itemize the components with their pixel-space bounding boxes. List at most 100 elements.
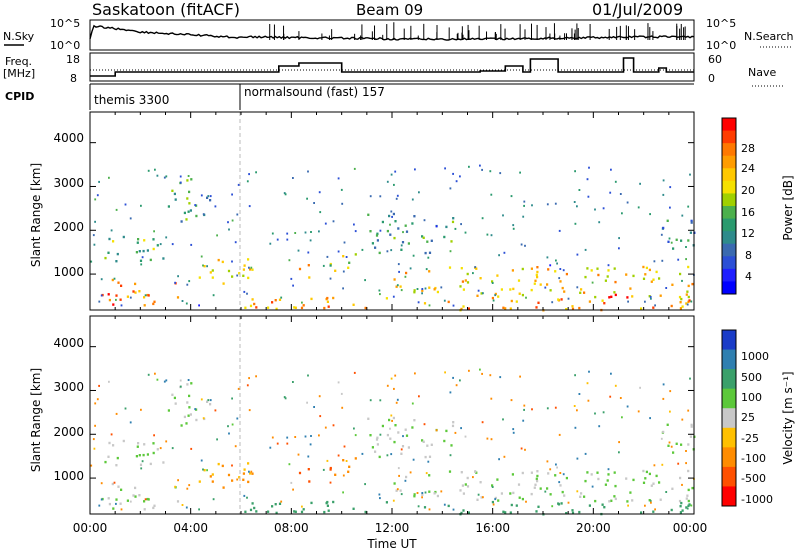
power-cell — [481, 168, 483, 171]
velocity-cell — [174, 402, 177, 405]
velocity-cell — [502, 510, 505, 513]
power-cell — [376, 239, 379, 242]
power-cell — [650, 297, 652, 300]
power-cell — [555, 259, 557, 262]
power-cell — [598, 221, 601, 224]
noise-sky-trace — [89, 24, 695, 41]
power-cell — [397, 227, 400, 230]
velocity-cell — [574, 374, 576, 377]
power-cell — [113, 277, 116, 280]
velocity-cell — [648, 472, 651, 476]
power-cell — [632, 274, 635, 278]
velocity-cell — [300, 510, 304, 514]
velocity-cell — [249, 472, 252, 475]
power-cell — [452, 304, 455, 307]
power-cell — [644, 300, 646, 303]
freq-right-tick-top: 60 — [708, 53, 722, 66]
power-cell — [559, 280, 562, 283]
velocity-cell — [677, 462, 680, 465]
power-cell — [381, 220, 384, 224]
power-cell — [490, 193, 493, 196]
power-cell — [460, 223, 462, 226]
noise-panel: N.Sky 10^5 10^0 N.Search 10^5 10^0 — [3, 17, 794, 52]
velocity-cell — [689, 377, 691, 380]
power-cell — [685, 246, 687, 248]
velocity-cell — [108, 380, 110, 383]
power-cell — [129, 217, 132, 220]
velocity-cell — [423, 506, 427, 509]
velocity-cell — [143, 443, 146, 446]
velocity-cell — [348, 465, 351, 468]
power-cell — [497, 295, 500, 298]
velocity-cell — [455, 384, 458, 387]
power-cell — [502, 306, 505, 309]
velocity-cell — [521, 471, 524, 475]
power-cell — [395, 197, 398, 200]
velocity-cell — [613, 495, 616, 498]
power-cell — [687, 300, 690, 303]
velocity-cell — [428, 508, 431, 511]
power-cell — [418, 191, 420, 194]
power-cell — [443, 235, 446, 239]
power-cell — [462, 288, 465, 291]
power-cell — [187, 175, 190, 177]
power-cell — [426, 240, 429, 243]
power-cell — [379, 195, 382, 198]
velocity-cell — [608, 500, 611, 503]
freq-left-label-line1: Freq. — [5, 55, 32, 68]
velocity-cell — [679, 505, 682, 508]
velocity-cell — [398, 474, 400, 477]
velocity-cell — [665, 491, 668, 493]
velocity-cell — [687, 504, 690, 507]
power-cell — [494, 294, 497, 297]
xtick-4: 04:00 — [173, 521, 208, 535]
velocity-cell — [310, 435, 312, 437]
velocity-cell — [685, 506, 688, 509]
velocity-cell — [603, 506, 606, 509]
velocity-cell — [466, 485, 470, 488]
power-cell — [642, 277, 646, 280]
power-cell — [614, 280, 617, 284]
velocity-cell — [253, 506, 256, 510]
power-cell — [512, 227, 515, 230]
power-cell — [459, 285, 462, 288]
power-cell — [198, 304, 200, 307]
power-cell — [243, 264, 246, 267]
velocity-cell — [271, 436, 274, 439]
velocity-cell — [424, 455, 427, 459]
velocity-cell — [290, 481, 293, 484]
power-cell — [188, 202, 191, 205]
power-cell — [574, 170, 576, 173]
velocity-cell — [602, 411, 605, 414]
power-cell — [621, 212, 623, 215]
velocity-cell — [298, 471, 302, 475]
velocity-cell — [294, 510, 297, 513]
velocity-cell — [378, 493, 381, 496]
power-cell — [396, 194, 399, 197]
velocity-cell — [401, 445, 405, 448]
velocity-cell — [631, 499, 634, 502]
power-cell — [274, 299, 277, 302]
power-cell — [462, 305, 465, 308]
velocity-cell — [425, 472, 428, 475]
power-cell — [679, 272, 682, 276]
velocity-cell — [480, 496, 483, 499]
velocity-cell — [574, 426, 577, 429]
velocity-cell — [361, 452, 364, 455]
power-cell — [120, 284, 123, 287]
power-cell — [341, 202, 344, 205]
power-cell — [587, 195, 590, 198]
power-cell — [309, 239, 312, 242]
velocity-cell — [675, 442, 678, 445]
power-colorbar-swatch — [722, 231, 736, 245]
velocity-cell — [237, 387, 240, 390]
vel-cbar-tick-minus25: -25 — [741, 432, 759, 445]
velocity-cell — [137, 442, 140, 445]
velocity-cell — [449, 391, 452, 394]
power-cell — [677, 258, 680, 261]
velocity-cell — [522, 419, 525, 422]
power-cell — [578, 189, 581, 191]
velocity-cell — [283, 396, 286, 399]
velocity-cell — [444, 371, 446, 374]
